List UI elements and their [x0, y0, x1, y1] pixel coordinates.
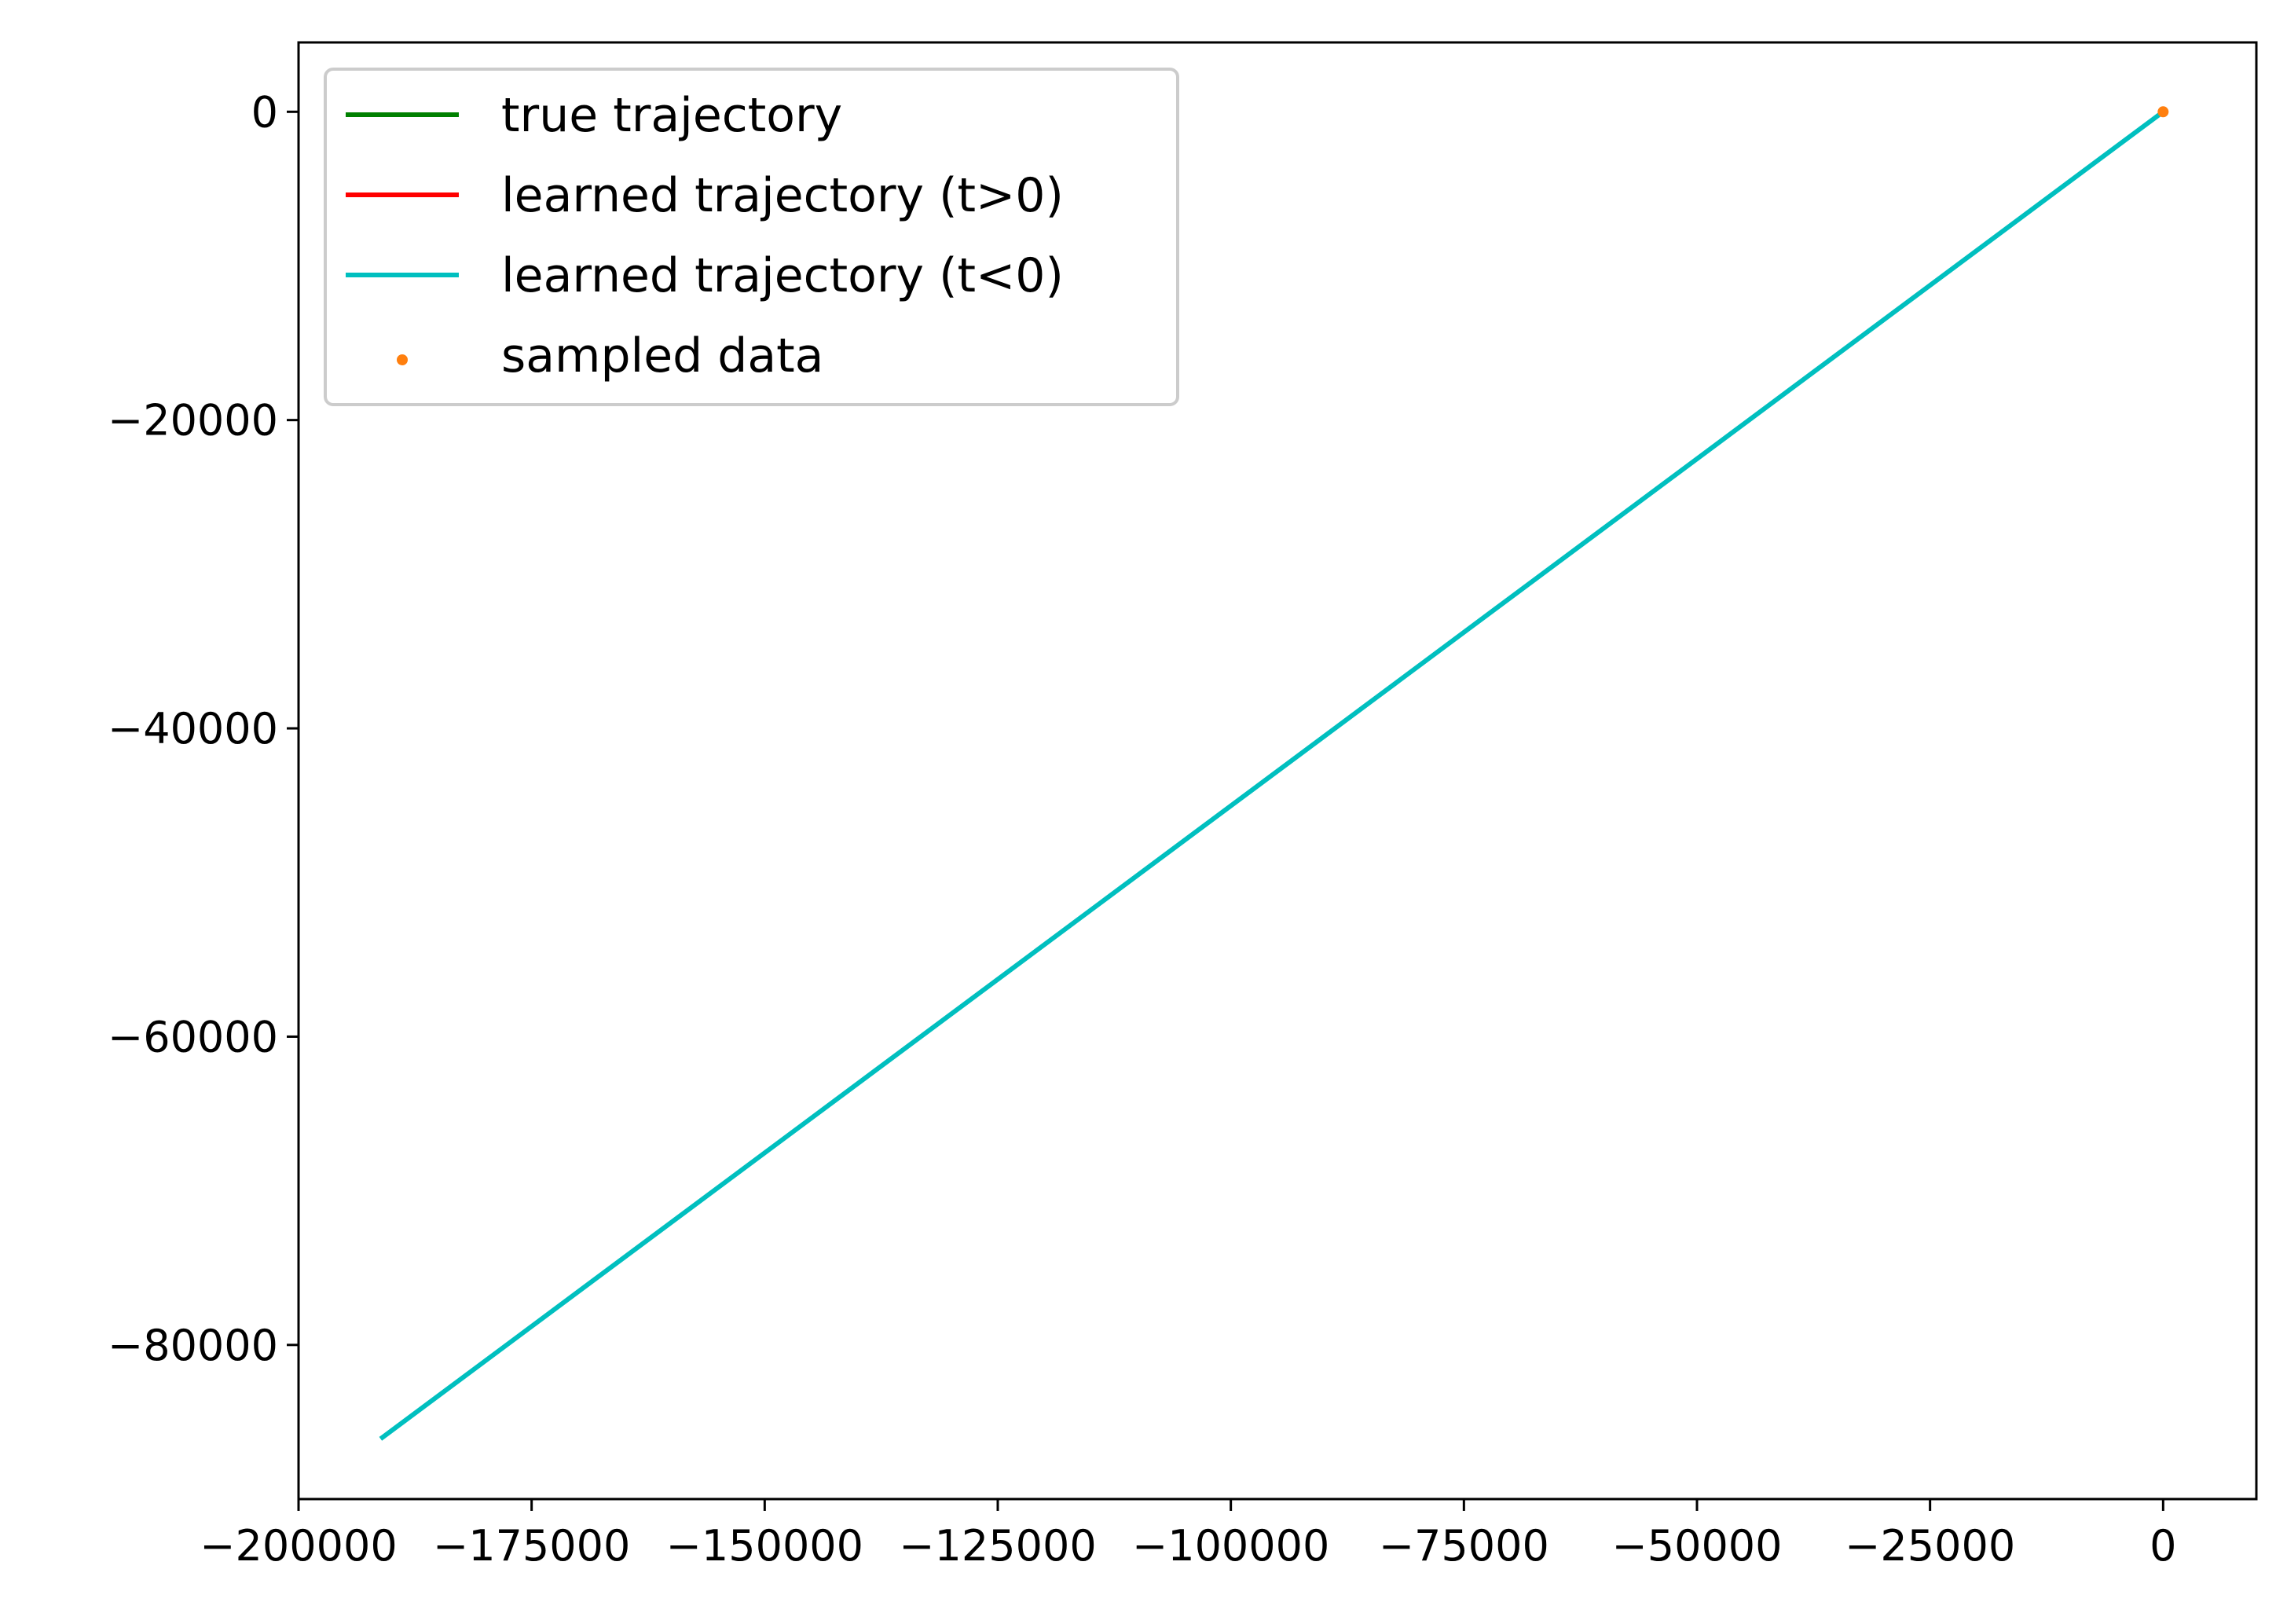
legend-label: true trajectory — [501, 88, 842, 143]
y-tick-label: −40000 — [108, 704, 278, 753]
legend-box — [324, 68, 1179, 406]
y-axis: 0 −20000 −40000 −60000 −80000 — [108, 87, 299, 1370]
series-line-2 — [379, 108, 2167, 1441]
legend: true trajectory learned trajectory (t>0) l… — [324, 68, 1179, 406]
y-tick-label: −20000 — [108, 396, 278, 445]
series-layer — [379, 106, 2169, 1441]
y-tick-label: −60000 — [108, 1012, 278, 1061]
plot-frame — [297, 41, 2258, 1501]
x-tick-label: −125000 — [899, 1521, 1096, 1571]
y-tick-label: −80000 — [108, 1321, 278, 1370]
x-tick-label: −25000 — [1845, 1521, 2015, 1571]
x-axis: −200000 −175000 −150000 −125000 −100000 −7500… — [200, 1499, 2177, 1571]
x-tick-label: −75000 — [1379, 1521, 1549, 1571]
legend-label: learned trajectory (t>0) — [501, 168, 1064, 223]
legend-label: learned trajectory (t<0) — [501, 248, 1064, 303]
x-tick-label: −100000 — [1132, 1521, 1329, 1571]
y-tick-label: 0 — [251, 87, 278, 137]
legend-swatch-marker — [397, 354, 408, 365]
x-tick-label: 0 — [2150, 1521, 2176, 1571]
x-tick-label: −200000 — [200, 1521, 397, 1571]
x-tick-label: −50000 — [1611, 1521, 1782, 1571]
x-tick-label: −150000 — [666, 1521, 863, 1571]
scatter-point — [2157, 106, 2169, 118]
legend-label: sampled data — [501, 328, 823, 383]
x-tick-label: −175000 — [433, 1521, 630, 1571]
